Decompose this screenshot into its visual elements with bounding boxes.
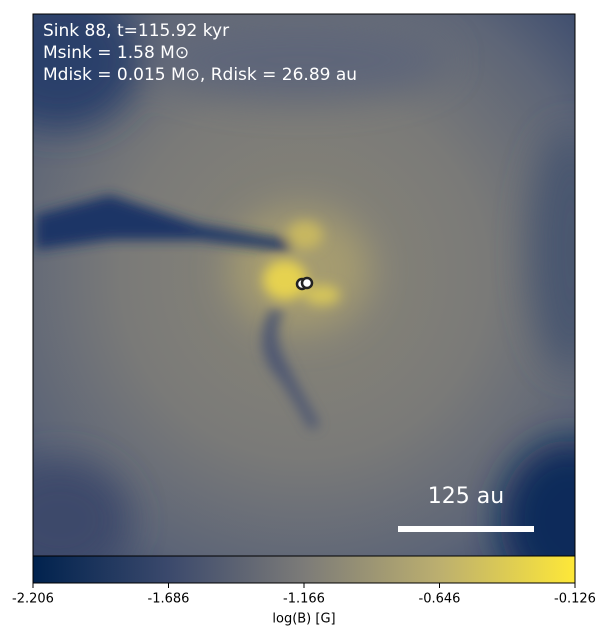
tick-label: -0.646 (419, 592, 461, 607)
field-image (33, 14, 575, 556)
colorbar-label: log(B) [G] (272, 612, 335, 627)
tick-label: -2.206 (12, 592, 54, 607)
annotation: Msink = 1.58 M⊙ (43, 43, 189, 63)
annotation: Mdisk = 0.015 M⊙, Rdisk = 26.89 au (43, 65, 357, 85)
tick-label: -0.126 (554, 592, 596, 607)
colorbar-ticks: -2.206 -1.686 -1.166 -0.646 -0.126 (12, 583, 596, 607)
tick-label: -1.686 (148, 592, 190, 607)
annotation: Sink 88, t=115.92 kyr (43, 21, 229, 41)
scale-bar-label: 125 au (428, 484, 504, 509)
tick-label: -1.166 (283, 592, 325, 607)
colorbar (32, 555, 576, 584)
scale-bar (398, 526, 534, 532)
